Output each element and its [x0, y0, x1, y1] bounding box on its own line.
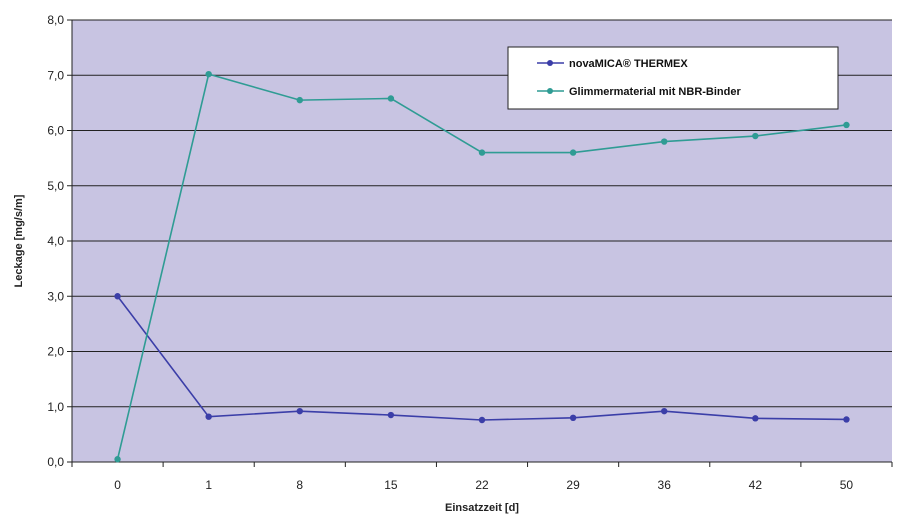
data-point [478, 149, 486, 156]
data-point [114, 456, 121, 463]
y-tick-label: 1,0 [47, 400, 64, 414]
data-point [752, 415, 759, 422]
legend: novaMICA® THERMEX Glimmermaterial mit NB… [507, 46, 839, 110]
legend-marker-0 [547, 60, 553, 66]
y-axis-title: Leckage [mg/s/m] [13, 194, 25, 287]
data-point [205, 413, 212, 420]
y-tick-label: 5,0 [47, 179, 64, 193]
data-point [296, 407, 303, 415]
data-point [569, 414, 577, 421]
x-tick-label: 36 [658, 478, 672, 492]
x-tick-label: 50 [840, 478, 854, 492]
data-point [387, 411, 395, 419]
data-point [752, 132, 759, 140]
x-tick-label: 1 [205, 478, 212, 492]
data-point [296, 96, 303, 104]
data-point [661, 138, 668, 145]
y-tick-label: 3,0 [47, 289, 64, 303]
data-point [843, 121, 850, 129]
y-tick-label: 7,0 [47, 68, 64, 82]
x-axis-ticks: 0 1 8 15 22 29 36 42 50 [71, 462, 893, 492]
series-layer [114, 70, 850, 463]
x-tick-label: 8 [296, 478, 303, 492]
y-axis-ticks: 0,0 1,0 2,0 3,0 4,0 5,0 6,0 7,0 8,0 [47, 13, 72, 469]
y-tick-label: 0,0 [47, 455, 64, 469]
y-tick-label: 4,0 [47, 234, 64, 248]
data-point [114, 293, 121, 300]
legend-marker-1 [547, 88, 553, 94]
data-point [843, 416, 850, 423]
data-point [478, 416, 486, 424]
x-tick-label: 42 [749, 478, 763, 492]
x-tick-label: 0 [114, 478, 121, 492]
x-tick-label: 29 [566, 478, 580, 492]
data-point [569, 149, 577, 156]
data-point [661, 407, 668, 415]
y-tick-label: 6,0 [47, 124, 64, 138]
y-tick-label: 2,0 [47, 345, 64, 359]
legend-box [507, 46, 839, 110]
data-point [205, 70, 212, 78]
x-tick-label: 22 [475, 478, 489, 492]
x-tick-label: 15 [384, 478, 398, 492]
legend-label-0: novaMICA® THERMEX [569, 58, 688, 70]
legend-label-1: Glimmermaterial mit NBR-Binder [569, 86, 741, 98]
y-tick-label: 8,0 [47, 13, 64, 27]
data-point [387, 95, 395, 102]
x-axis-title: Einsatzzeit [d] [445, 502, 519, 514]
